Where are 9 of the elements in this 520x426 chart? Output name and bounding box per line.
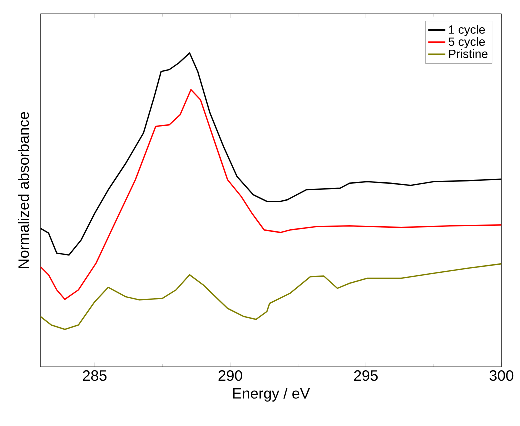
x-axis-title: Energy / eV: [233, 388, 310, 402]
legend-label: Pristine: [449, 50, 488, 58]
x-tick-label: 290: [218, 370, 242, 382]
x-tick-label: 300: [490, 370, 514, 382]
legend-label: 1 cycle: [449, 25, 486, 36]
legend-label: 5 cycle: [448, 37, 486, 49]
x-tick-label: 295: [354, 370, 378, 382]
y-axis-title: Normalized absorbance: [18, 112, 30, 268]
x-tick-label: 285: [83, 370, 107, 382]
